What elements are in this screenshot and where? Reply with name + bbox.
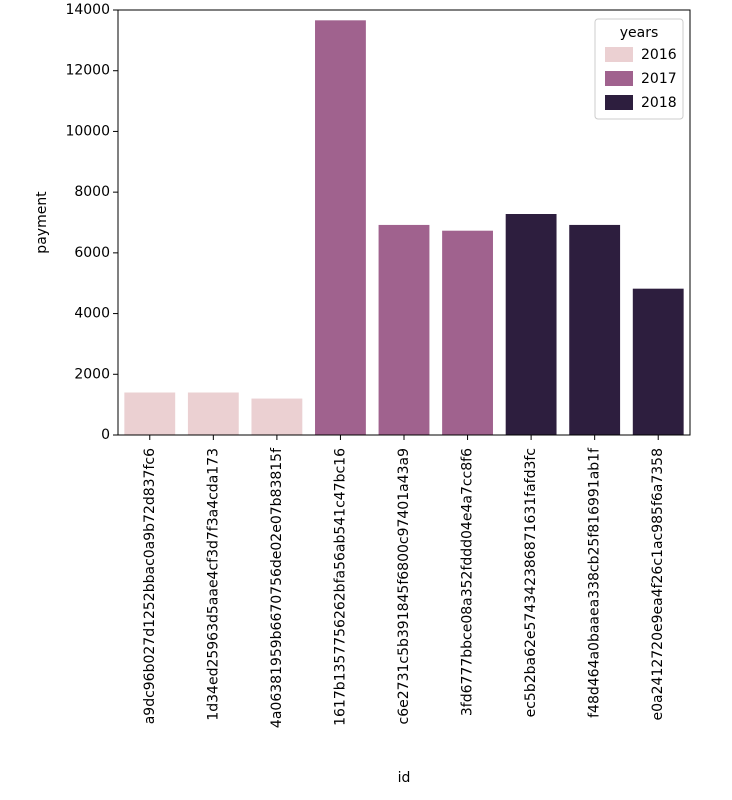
- legend-box: [594, 18, 684, 120]
- bar-4: [315, 20, 366, 435]
- x-tick-label: 1d34ed25963d5aae4cf3d7f3a4cda173: [205, 448, 221, 721]
- bars-group: [124, 20, 684, 435]
- bar-9: [632, 288, 684, 435]
- x-axis-label: id: [398, 770, 411, 786]
- x-tick-label: e0a2412720e9ea4f26c1ac985f6a7358: [650, 448, 666, 720]
- bar-8: [569, 224, 621, 435]
- y-tick-label: 12000: [65, 63, 110, 79]
- x-tick-label: 3fd6777bbce08a352fddd04e4a7cc8f6: [460, 448, 476, 716]
- x-tick-label: ec5b2ba62e574342386871631fafd3fc: [523, 448, 539, 717]
- y-tick-label: 14000: [65, 2, 110, 18]
- legend-swatch-2016: [605, 47, 633, 62]
- bar-7: [505, 214, 557, 435]
- legend-label-2016: 2016: [641, 47, 677, 63]
- bar-5: [378, 224, 430, 435]
- x-tick-label: 1617b1357756262bfa56ab541c47bc16: [332, 448, 348, 726]
- y-axis-label: payment: [34, 191, 50, 254]
- legend-label-2018: 2018: [641, 95, 677, 111]
- y-tick-label: 0: [101, 427, 110, 443]
- legend: years 2016 2017 2018: [594, 18, 684, 120]
- y-axis-ticks: 0 2000 4000 6000 8000 10000 12000 14000: [65, 2, 118, 443]
- y-tick-label: 10000: [65, 123, 110, 139]
- legend-swatch-2018: [605, 95, 633, 110]
- bar-2: [187, 392, 239, 435]
- y-tick-label: 6000: [74, 245, 110, 261]
- plot-frame: [117, 9, 691, 436]
- bar-3: [251, 398, 303, 435]
- bar-1: [124, 392, 176, 435]
- legend-title: years: [620, 25, 659, 41]
- legend-swatch-2017: [605, 71, 633, 86]
- x-axis-ticks: a9dc96b027d1252bbac0a9b72d837fc6 1d34ed25…: [142, 435, 666, 728]
- y-tick-label: 4000: [74, 306, 110, 322]
- bar-6: [442, 230, 493, 435]
- legend-label-2017: 2017: [641, 71, 677, 87]
- x-tick-label: f48d464a0baaea338cb25f816991ab1f: [587, 447, 603, 718]
- x-tick-label: c6e2731c5b391845f6800c97401a43a9: [396, 448, 412, 724]
- x-tick-label: 4a06381959b6670756de02e07b83815f: [269, 447, 285, 728]
- x-tick-label: a9dc96b027d1252bbac0a9b72d837fc6: [142, 448, 158, 724]
- y-tick-label: 2000: [74, 366, 110, 382]
- y-tick-label: 8000: [74, 184, 110, 200]
